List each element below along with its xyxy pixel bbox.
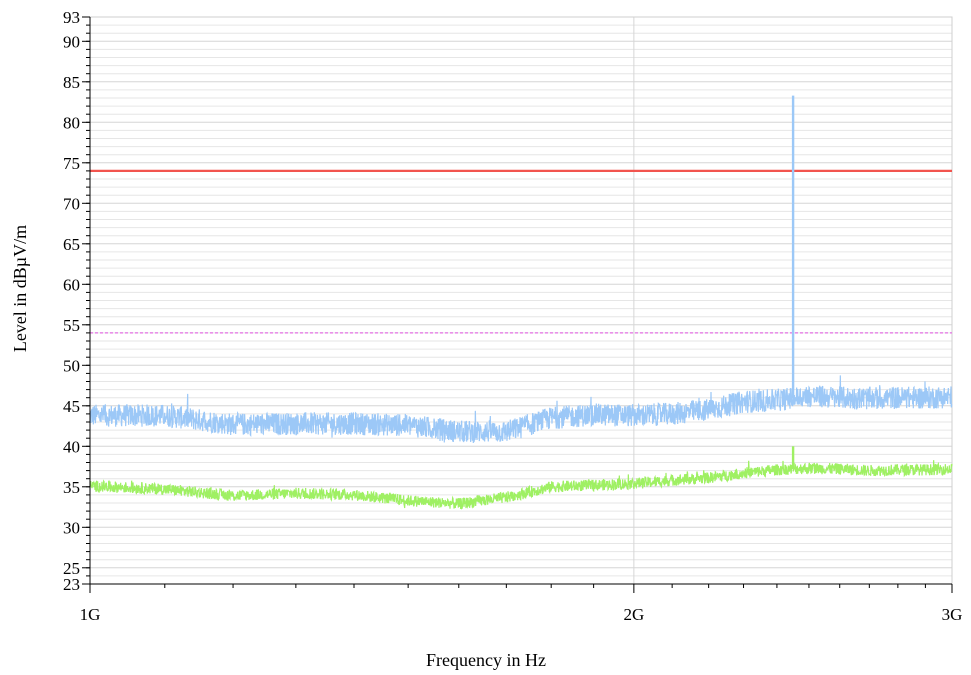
limit-lines — [90, 169, 952, 334]
y-axis-title-group: Level in dBµV/m — [10, 225, 30, 352]
y-tick-label: 50 — [63, 356, 80, 375]
x-tick-label: 1G — [80, 605, 101, 624]
y-tick-label: 65 — [63, 235, 80, 254]
x-axis-title: Frequency in Hz — [426, 650, 546, 670]
y-tick-label: 70 — [63, 194, 80, 213]
y-axis-title: Level in dBµV/m — [10, 225, 30, 352]
series-trace — [89, 375, 953, 444]
y-tick-label: 60 — [63, 275, 80, 294]
y-tick-label: 93 — [63, 8, 80, 27]
y-tick-label: 80 — [63, 113, 80, 132]
y-tick-label: 35 — [63, 478, 80, 497]
x-tick-label: 3G — [942, 605, 963, 624]
y-tick-label: 45 — [63, 397, 80, 416]
y-tick-label: 40 — [63, 437, 80, 456]
y-tick-label: 85 — [63, 73, 80, 92]
y-tick-label: 30 — [63, 518, 80, 537]
y-tick-label: 55 — [63, 316, 80, 335]
y-tick-label: 23 — [63, 575, 80, 594]
series-traces — [89, 95, 953, 510]
y-tick-label: 90 — [63, 32, 80, 51]
y-tick-label: 75 — [63, 154, 80, 173]
y-tick-label: 25 — [63, 559, 80, 578]
x-tick-label: 2G — [623, 605, 644, 624]
series-trace — [89, 460, 953, 510]
